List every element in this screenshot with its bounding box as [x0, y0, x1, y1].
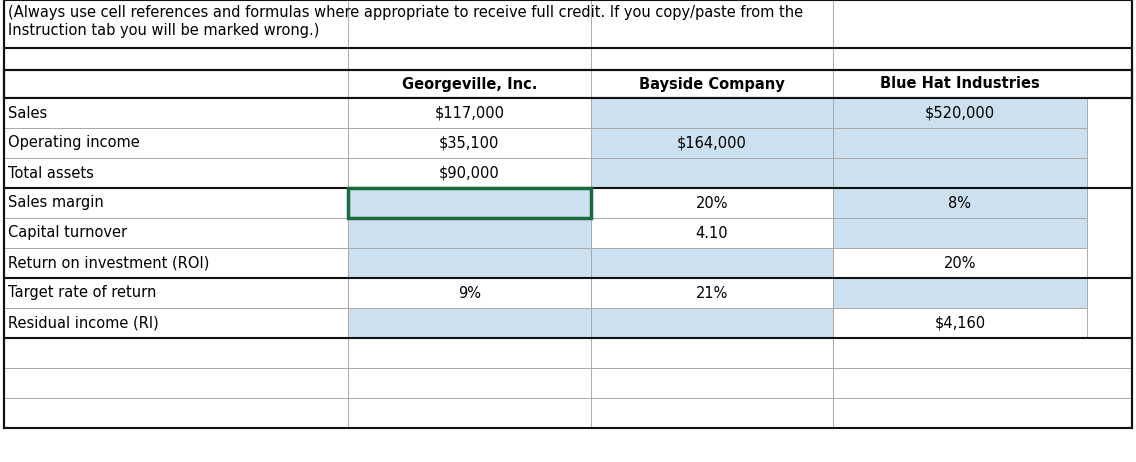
Bar [833, 188, 1087, 218]
Bar [5, 308, 348, 338]
Bar [5, 398, 1131, 428]
Bar [348, 128, 591, 158]
Bar [833, 128, 1087, 158]
Bar [5, 128, 348, 158]
Text: 4.10: 4.10 [695, 225, 728, 241]
Bar [591, 158, 833, 188]
Text: Return on investment (ROI): Return on investment (ROI) [8, 255, 209, 270]
Text: 20%: 20% [944, 255, 976, 270]
Text: Operating income: Operating income [8, 135, 140, 151]
Text: Target rate of return: Target rate of return [8, 286, 157, 300]
Text: Capital turnover: Capital turnover [8, 225, 127, 241]
Bar [833, 248, 1087, 278]
Text: 9%: 9% [458, 286, 481, 300]
Bar [5, 158, 348, 188]
Bar [591, 278, 833, 308]
Bar [348, 188, 591, 218]
Bar [5, 368, 1131, 398]
Bar [591, 308, 833, 338]
Bar [833, 278, 1087, 308]
Bar [5, 218, 348, 248]
Text: Sales: Sales [8, 105, 48, 121]
Bar [5, 0, 1131, 48]
Bar [348, 98, 591, 128]
Bar [348, 308, 591, 338]
Bar [591, 218, 833, 248]
Bar [591, 128, 833, 158]
Bar [5, 188, 348, 218]
Bar [833, 158, 1087, 188]
Text: $117,000: $117,000 [434, 105, 504, 121]
Text: $520,000: $520,000 [925, 105, 995, 121]
Bar [348, 278, 591, 308]
Bar [5, 98, 348, 128]
Text: Sales margin: Sales margin [8, 195, 103, 211]
Text: Total assets: Total assets [8, 165, 94, 181]
Text: $90,000: $90,000 [438, 165, 500, 181]
Bar [5, 278, 348, 308]
Text: 8%: 8% [949, 195, 971, 211]
Text: Bayside Company: Bayside Company [638, 77, 785, 91]
Bar [833, 308, 1087, 338]
Text: $164,000: $164,000 [677, 135, 746, 151]
Bar [591, 188, 833, 218]
Bar [5, 70, 1131, 98]
Text: Georgeville, Inc.: Georgeville, Inc. [402, 77, 537, 91]
Text: Instruction tab you will be marked wrong.): Instruction tab you will be marked wrong… [8, 23, 319, 38]
Bar [5, 248, 348, 278]
Text: 21%: 21% [695, 286, 728, 300]
Bar [348, 248, 591, 278]
Bar [5, 338, 1131, 368]
Bar [348, 158, 591, 188]
Text: (Always use cell references and formulas where appropriate to receive full credi: (Always use cell references and formulas… [8, 5, 803, 20]
Bar [348, 218, 591, 248]
Text: 20%: 20% [695, 195, 728, 211]
Bar [833, 218, 1087, 248]
Text: $4,160: $4,160 [935, 316, 986, 330]
Text: $35,100: $35,100 [440, 135, 500, 151]
Bar [591, 248, 833, 278]
Bar [5, 48, 1131, 70]
Bar [591, 98, 833, 128]
Bar [833, 98, 1087, 128]
Text: Blue Hat Industries: Blue Hat Industries [880, 77, 1039, 91]
Text: Residual income (RI): Residual income (RI) [8, 316, 159, 330]
